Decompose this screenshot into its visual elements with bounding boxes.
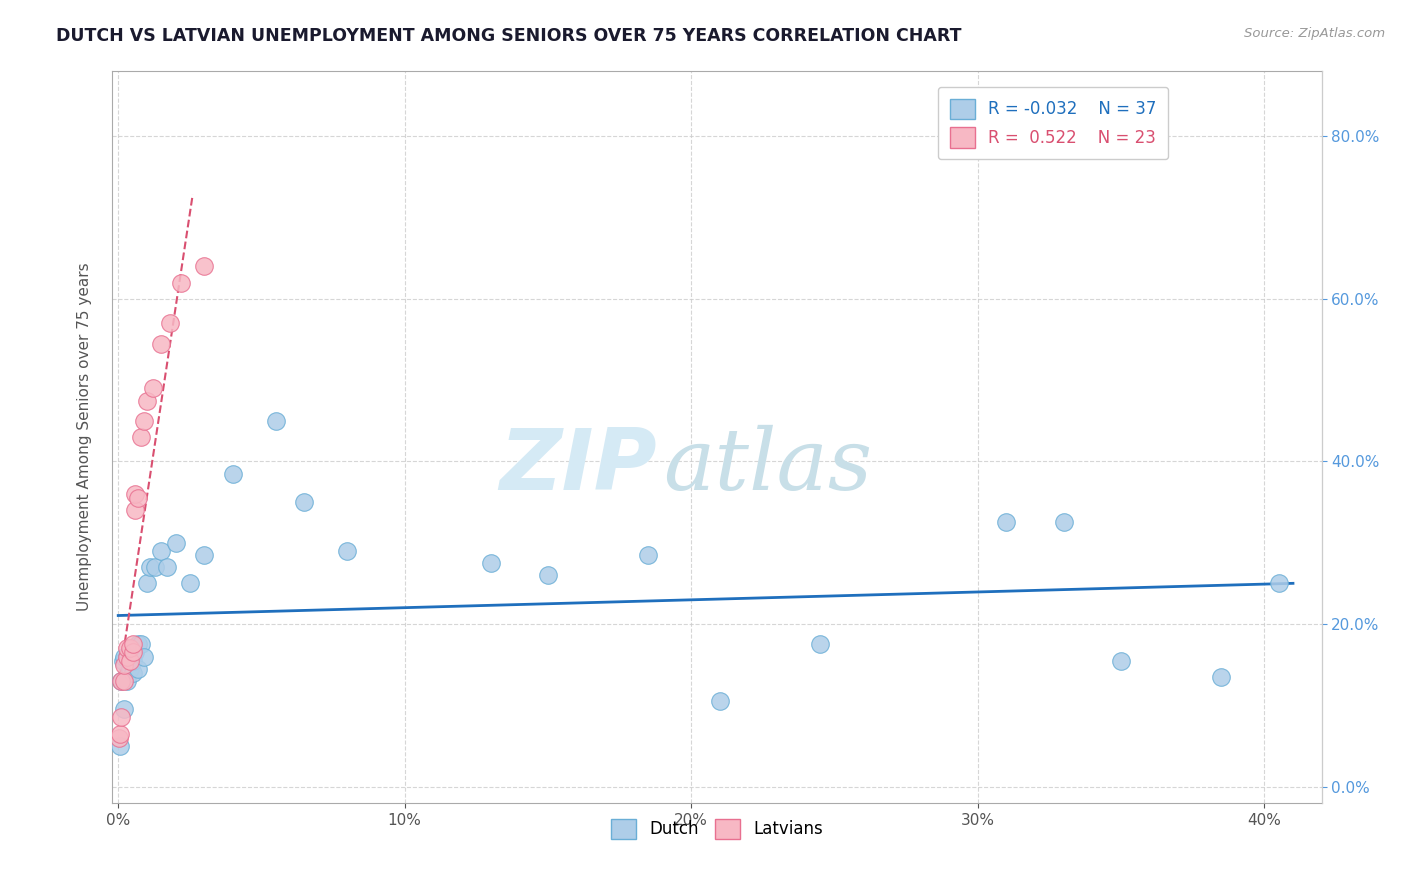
Point <box>1267 576 1289 591</box>
Point <box>127 662 149 676</box>
Point <box>124 487 146 501</box>
Point <box>112 657 135 672</box>
Point <box>115 673 138 688</box>
Point <box>115 649 138 664</box>
Point <box>115 649 138 664</box>
Point <box>179 576 201 591</box>
Point <box>124 503 146 517</box>
Point <box>118 641 141 656</box>
Point <box>135 576 157 591</box>
Legend: Dutch, Latvians: Dutch, Latvians <box>605 812 830 846</box>
Point <box>222 467 245 481</box>
Point <box>1109 654 1132 668</box>
Point <box>142 381 165 395</box>
Point <box>112 702 135 716</box>
Y-axis label: Unemployment Among Seniors over 75 years: Unemployment Among Seniors over 75 years <box>77 263 91 611</box>
Point <box>124 645 146 659</box>
Point <box>127 637 149 651</box>
Point <box>110 673 132 688</box>
Point <box>112 649 135 664</box>
Point <box>165 535 187 549</box>
Point <box>110 710 132 724</box>
Point <box>336 544 359 558</box>
Point <box>1211 670 1233 684</box>
Point <box>264 414 287 428</box>
Point <box>995 516 1018 530</box>
Point <box>150 336 173 351</box>
Point <box>709 694 731 708</box>
Point <box>110 673 132 688</box>
Text: ZIP: ZIP <box>499 425 657 508</box>
Point <box>118 654 141 668</box>
Point <box>108 731 131 745</box>
Point <box>193 548 215 562</box>
Point <box>121 637 143 651</box>
Point <box>170 276 193 290</box>
Point <box>121 654 143 668</box>
Point <box>132 414 155 428</box>
Text: DUTCH VS LATVIAN UNEMPLOYMENT AMONG SENIORS OVER 75 YEARS CORRELATION CHART: DUTCH VS LATVIAN UNEMPLOYMENT AMONG SENI… <box>56 27 962 45</box>
Point <box>145 560 167 574</box>
Point <box>138 560 160 574</box>
Point <box>112 673 135 688</box>
Point <box>808 637 831 651</box>
Point <box>135 393 157 408</box>
Point <box>1053 516 1076 530</box>
Point <box>193 260 215 274</box>
Point <box>159 316 181 330</box>
Point <box>294 495 316 509</box>
Point <box>150 544 173 558</box>
Point <box>156 560 179 574</box>
Point <box>121 665 143 680</box>
Point <box>129 637 152 651</box>
Point <box>127 491 149 505</box>
Point <box>121 645 143 659</box>
Point <box>637 548 659 562</box>
Text: atlas: atlas <box>662 425 872 508</box>
Point <box>108 739 131 753</box>
Text: Source: ZipAtlas.com: Source: ZipAtlas.com <box>1244 27 1385 40</box>
Point <box>118 662 141 676</box>
Point <box>108 727 131 741</box>
Point <box>479 556 502 570</box>
Point <box>115 641 138 656</box>
Point <box>111 654 134 668</box>
Point <box>129 430 152 444</box>
Point <box>132 649 155 664</box>
Point <box>537 568 560 582</box>
